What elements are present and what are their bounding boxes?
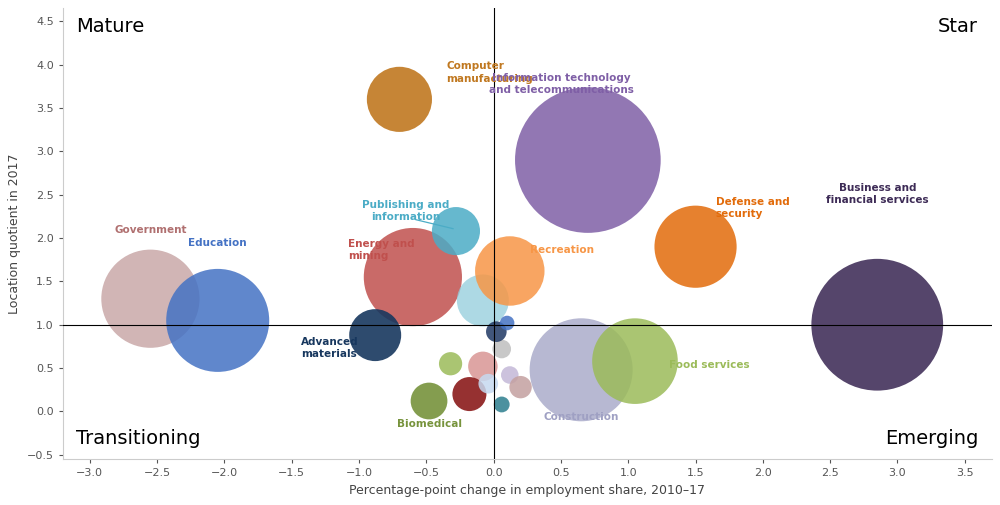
Point	[367, 331, 383, 339]
Point	[391, 95, 407, 104]
Text: Recreation: Recreation	[530, 245, 594, 256]
Point	[502, 267, 518, 275]
Point	[627, 357, 643, 365]
Text: Defense and
security: Defense and security	[716, 196, 789, 219]
Point	[513, 383, 529, 391]
Point	[869, 321, 885, 329]
Text: Publishing and
information: Publishing and information	[362, 200, 450, 222]
Point	[494, 345, 510, 353]
Point	[475, 296, 491, 305]
Point	[421, 397, 437, 405]
Point	[580, 156, 596, 164]
Text: Information technology
and telecommunications: Information technology and telecommunica…	[489, 73, 633, 95]
Text: Biomedical: Biomedical	[397, 419, 462, 429]
Point	[494, 400, 510, 409]
Text: Education: Education	[188, 238, 247, 248]
Point	[448, 227, 464, 235]
Point	[405, 273, 421, 281]
Point	[688, 243, 704, 251]
Point	[488, 328, 504, 336]
Text: Emerging: Emerging	[885, 429, 978, 448]
Text: Construction: Construction	[543, 412, 619, 422]
Text: Energy and
mining: Energy and mining	[348, 239, 415, 262]
Point	[142, 295, 158, 303]
X-axis label: Percentage-point change in employment share, 2010–17: Percentage-point change in employment sh…	[349, 484, 705, 496]
Text: Star: Star	[938, 17, 978, 36]
Point	[573, 366, 589, 374]
Text: Food services: Food services	[669, 360, 749, 370]
Point	[443, 360, 459, 368]
Point	[502, 371, 518, 379]
Text: Transitioning: Transitioning	[76, 429, 201, 448]
Y-axis label: Location quotient in 2017: Location quotient in 2017	[8, 154, 21, 314]
Text: Business and
financial services: Business and financial services	[826, 183, 929, 205]
Point	[480, 380, 496, 388]
Text: Computer
manufacturing: Computer manufacturing	[447, 61, 533, 84]
Point	[499, 319, 515, 327]
Text: Advanced
materials: Advanced materials	[301, 337, 358, 360]
Text: Mature: Mature	[76, 17, 145, 36]
Point	[210, 316, 226, 324]
Point	[475, 362, 491, 370]
Text: Government: Government	[114, 225, 187, 235]
Point	[461, 390, 477, 398]
